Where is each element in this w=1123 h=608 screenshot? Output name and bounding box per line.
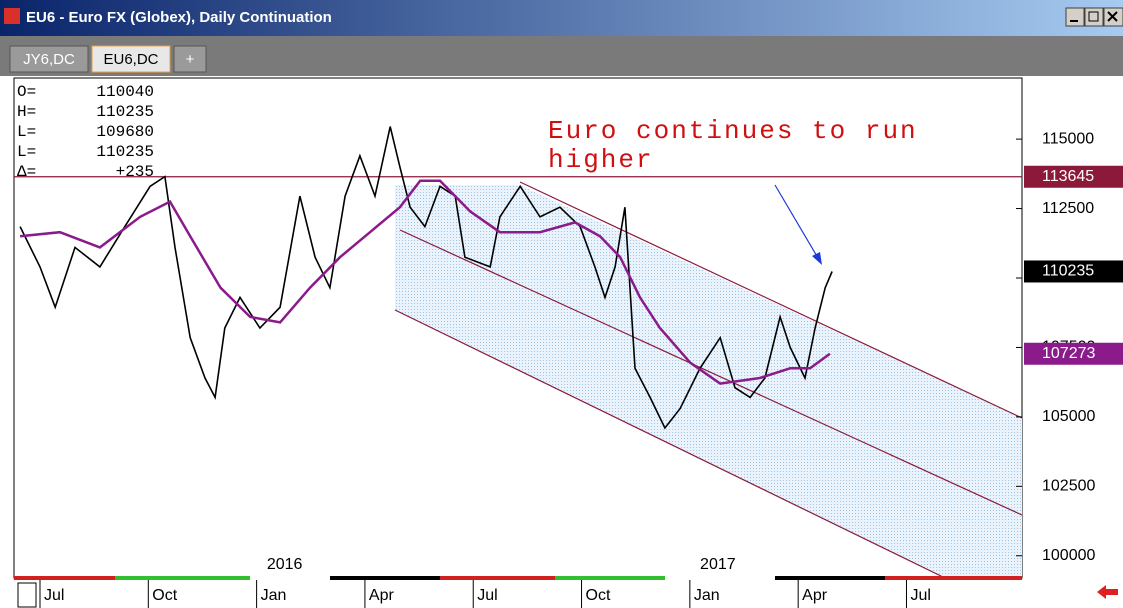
scroll-arrow[interactable]: [1097, 585, 1118, 599]
readout-value: 110235: [96, 103, 154, 121]
x-tick-label: Oct: [586, 587, 611, 604]
y-tick-label: 102500: [1042, 478, 1095, 495]
y-tick-label: 112500: [1042, 200, 1094, 217]
channel-bottom: [394, 309, 946, 579]
price-box-label: 113645: [1042, 168, 1094, 185]
annotation: higher: [548, 145, 654, 175]
annotation: Euro continues to run: [548, 116, 918, 146]
tab[interactable]: [91, 45, 171, 73]
tab-label: +: [186, 51, 195, 68]
x-tick-label: Jul: [44, 587, 64, 604]
x-tick-label: Oct: [152, 587, 177, 604]
readout-label: H=: [17, 103, 36, 121]
readout-label: L=: [17, 143, 36, 161]
time-strip: [14, 576, 1022, 580]
price-box: [1024, 260, 1123, 283]
tab[interactable]: [173, 45, 207, 73]
year-label: 2016: [267, 556, 303, 573]
readout-value: 109680: [96, 123, 154, 141]
channel-mid: [399, 229, 1023, 516]
title-bar: [0, 0, 1123, 36]
y-tick-label: 100000: [1042, 547, 1095, 564]
price-box: [1024, 342, 1123, 365]
readout-value: 110235: [96, 143, 154, 161]
price-box: [1024, 165, 1123, 188]
y-tick-label: 105000: [1042, 408, 1095, 425]
cursor-box[interactable]: [17, 582, 37, 608]
price-box-label: 110235: [1042, 263, 1094, 280]
window-buttons[interactable]: [1065, 7, 1123, 27]
x-tick-label: Apr: [369, 587, 395, 604]
price-box-label: 107273: [1042, 345, 1095, 362]
x-tick-label: Jul: [477, 587, 497, 604]
x-tick-label: Jul: [910, 587, 930, 604]
moving-average: [19, 179, 831, 385]
price-line: [19, 126, 833, 430]
tab-label: EU6,DC: [103, 51, 158, 68]
channel-top: [519, 181, 1023, 419]
x-tick-label: Jan: [261, 587, 287, 604]
readout-value: 110040: [96, 83, 154, 101]
x-tick-label: Jan: [694, 587, 720, 604]
readout-label: Δ=: [17, 163, 36, 181]
readout-label: L=: [17, 123, 36, 141]
x-tick-label: Apr: [802, 587, 828, 604]
app-icon: [4, 8, 20, 24]
tab[interactable]: [9, 45, 89, 73]
window-title: EU6 - Euro FX (Globex), Daily Continuati…: [26, 9, 332, 26]
channel-fill: [395, 185, 1022, 578]
tab-label: JY6,DC: [23, 51, 75, 68]
readout-label: O=: [17, 83, 36, 101]
annotation-arrow: [774, 184, 819, 259]
arrow-head: [812, 252, 822, 265]
year-label: 2017: [700, 556, 736, 573]
readout-value: +235: [116, 163, 154, 181]
y-tick-label: 115000: [1042, 130, 1094, 147]
